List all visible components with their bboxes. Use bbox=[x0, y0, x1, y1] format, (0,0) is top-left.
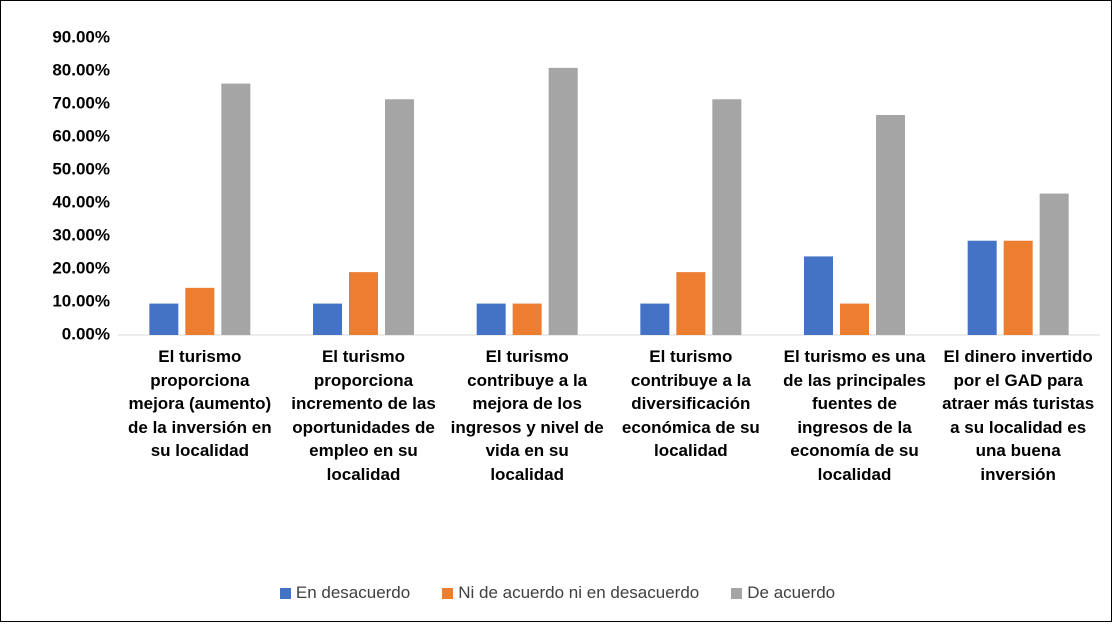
y-tick-label: 20.00% bbox=[52, 258, 110, 277]
y-tick-label: 30.00% bbox=[52, 225, 110, 244]
bar bbox=[221, 83, 251, 335]
y-tick-label: 60.00% bbox=[52, 126, 110, 145]
y-tick-label: 50.00% bbox=[52, 159, 110, 178]
x-tick-label: El dinero invertido por el GAD para atra… bbox=[942, 347, 1095, 484]
y-tick-label: 70.00% bbox=[52, 93, 110, 112]
legend-item: En desacuerdo bbox=[279, 583, 411, 603]
y-tick-label: 0.00% bbox=[62, 324, 110, 343]
bar bbox=[804, 256, 833, 335]
bar bbox=[149, 303, 179, 335]
legend-item: De acuerdo bbox=[731, 583, 835, 603]
y-tick-label: 10.00% bbox=[52, 291, 110, 310]
bar bbox=[712, 99, 742, 335]
legend: En desacuerdo Ni de acuerdo ni en desacue… bbox=[0, 583, 1115, 603]
x-tick-label: El turismo proporciona mejora (aumento) … bbox=[128, 347, 272, 460]
bar bbox=[313, 303, 342, 335]
legend-swatch bbox=[731, 587, 743, 599]
bar bbox=[512, 303, 542, 335]
x-tick-label: El turismo proporciona incremento de las… bbox=[291, 347, 436, 484]
legend-label: Ni de acuerdo ni en desacuerdo bbox=[458, 583, 700, 602]
y-tick-label: 40.00% bbox=[52, 192, 110, 211]
bar bbox=[967, 240, 997, 335]
legend-label: De acuerdo bbox=[747, 583, 836, 602]
bar bbox=[349, 272, 378, 335]
legend-item: Ni de acuerdo ni en desacuerdo bbox=[442, 583, 699, 603]
legend-swatch bbox=[442, 587, 454, 599]
bar bbox=[476, 303, 506, 335]
bar bbox=[676, 272, 706, 335]
bar bbox=[548, 67, 578, 336]
y-tick-label: 90.00% bbox=[52, 27, 110, 46]
bar bbox=[1039, 193, 1069, 335]
y-tick-label: 80.00% bbox=[52, 60, 110, 79]
bar bbox=[185, 287, 215, 335]
x-tick-label: El turismo es una de las principales fue… bbox=[783, 347, 926, 484]
bar bbox=[385, 99, 414, 335]
legend-label: En desacuerdo bbox=[295, 583, 411, 602]
bar bbox=[840, 303, 869, 335]
bar bbox=[1003, 240, 1033, 335]
bar bbox=[640, 303, 670, 335]
x-tick-label: El turismo contribuye a la mejora de los… bbox=[450, 347, 604, 484]
x-tick-label: El turismo contribuye a la diversificaci… bbox=[621, 347, 760, 460]
legend-swatch bbox=[279, 587, 291, 599]
bar bbox=[876, 114, 905, 335]
